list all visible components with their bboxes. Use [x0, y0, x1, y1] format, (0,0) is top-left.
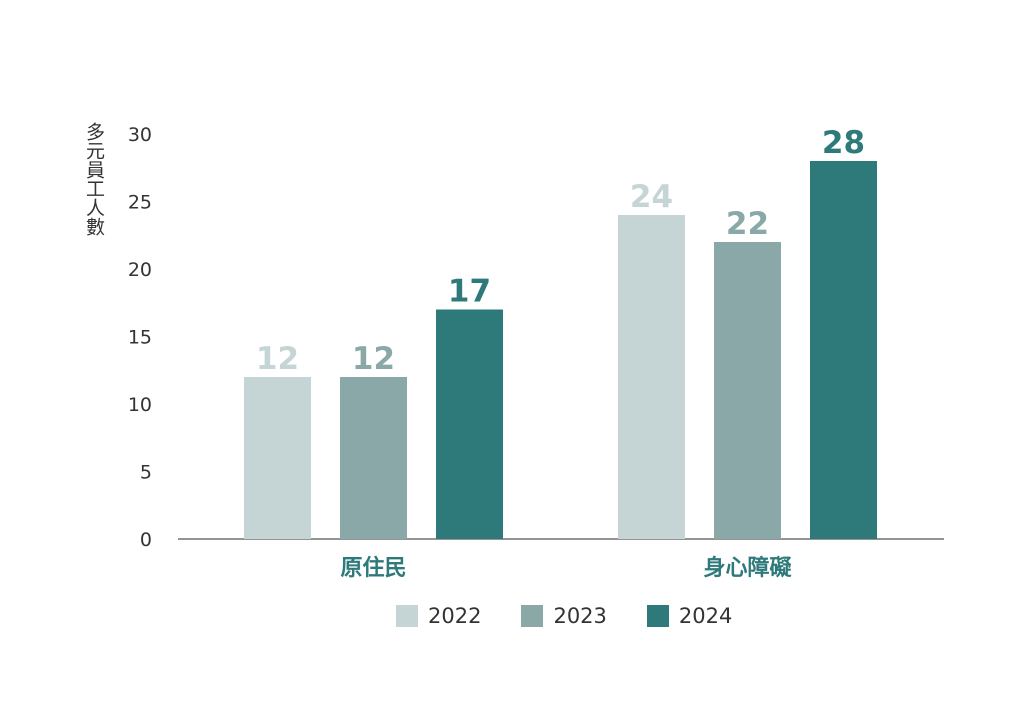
data-label: 17 — [448, 274, 491, 310]
y-tick-label: 5 — [140, 462, 152, 484]
data-label: 12 — [352, 341, 395, 377]
y-axis-label: 多元員工人數 — [83, 122, 105, 236]
data-label: 24 — [630, 179, 673, 215]
legend-swatch-2022 — [396, 605, 418, 627]
y-tick-label: 25 — [128, 192, 152, 214]
data-label: 12 — [256, 341, 299, 377]
legend-label-2023: 2023 — [553, 604, 607, 628]
legend-item-2024: 2024 — [646, 604, 733, 628]
legend-item-2022: 2022 — [396, 604, 481, 628]
legend-label-2022: 2022 — [428, 604, 482, 628]
bar-2024-1 — [810, 161, 877, 539]
legend-item-2023: 2023 — [521, 604, 607, 628]
bar-2023-1 — [714, 242, 781, 539]
y-tick-label: 30 — [128, 124, 152, 146]
legend-swatch-2024 — [646, 605, 669, 627]
x-category-label: 原住民 — [340, 555, 406, 581]
data-label: 28 — [822, 125, 865, 161]
y-tick-label: 0 — [140, 529, 152, 551]
data-label: 22 — [726, 206, 769, 242]
bar-2024-0 — [436, 309, 503, 539]
legend: 2022 2023 2024 — [396, 604, 772, 628]
bar-2022-0 — [244, 377, 311, 539]
y-tick-label: 10 — [128, 394, 152, 416]
legend-swatch-2023 — [521, 605, 544, 627]
x-category-label: 身心障礙 — [703, 555, 792, 581]
bar-2023-0 — [340, 377, 407, 539]
y-tick-label: 20 — [128, 259, 152, 281]
legend-label-2024: 2024 — [678, 604, 733, 628]
bar-2022-1 — [618, 215, 685, 539]
y-tick-label: 15 — [128, 327, 152, 349]
